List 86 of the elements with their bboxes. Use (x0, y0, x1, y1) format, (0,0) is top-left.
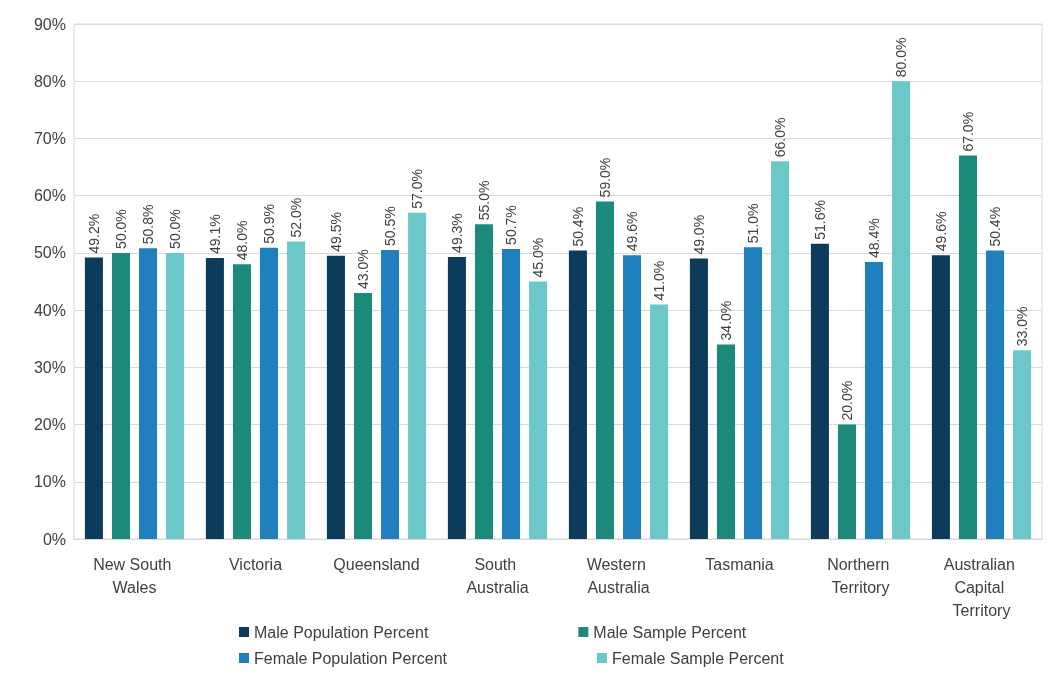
legend-label: Male Sample Percent (593, 623, 747, 641)
data-label: 49.0% (690, 214, 707, 255)
bar (287, 241, 306, 539)
bar (716, 344, 735, 539)
data-label: 48.0% (233, 220, 250, 261)
bar (623, 255, 642, 539)
bar (931, 255, 950, 539)
data-label: 59.0% (596, 157, 613, 198)
legend-label: Male Population Percent (254, 623, 429, 641)
y-tick-label: 90% (33, 15, 66, 33)
bar (568, 250, 587, 539)
x-tick-label: Queensland (333, 556, 420, 573)
y-tick-label: 0% (42, 530, 66, 548)
bar (326, 255, 345, 539)
bar (1013, 350, 1032, 539)
data-label: 49.2% (85, 213, 102, 254)
data-label: 50.4% (569, 206, 586, 247)
y-tick-label: 70% (33, 129, 66, 147)
x-tick-label: Western Australia (586, 556, 651, 596)
bar (205, 258, 224, 539)
bar (408, 212, 427, 539)
bar (166, 252, 185, 539)
data-label: 51.6% (811, 200, 828, 240)
data-label: 45.0% (530, 237, 547, 278)
bar (650, 304, 669, 539)
x-tick-label: Northern Territory (827, 556, 894, 596)
data-label: 43.0% (354, 249, 371, 289)
data-label: 50.7% (503, 205, 520, 245)
y-tick-label: 40% (33, 301, 66, 319)
x-tick-label: South Australia (466, 556, 529, 596)
bar (958, 155, 977, 539)
bar (502, 248, 521, 539)
bar (111, 252, 130, 539)
y-tick-label: 30% (33, 358, 66, 376)
data-label: 52.0% (288, 197, 305, 238)
bar (474, 224, 493, 539)
bar (139, 248, 158, 539)
data-label: 55.0% (475, 180, 492, 221)
x-tick-label: Australian Capital Territory (943, 556, 1020, 619)
data-label: 33.0% (1014, 306, 1031, 347)
data-label: 20.0% (838, 380, 855, 421)
data-label: 50.0% (112, 209, 129, 249)
data-label: 49.6% (624, 211, 641, 252)
data-label: 50.4% (987, 206, 1004, 247)
bar (771, 161, 790, 539)
data-label: 80.0% (893, 37, 910, 78)
bar (381, 250, 400, 539)
bar (353, 292, 372, 539)
data-label: 50.0% (167, 209, 184, 249)
bar (84, 257, 103, 539)
data-label: 50.5% (382, 206, 399, 247)
x-tick-label: Tasmania (705, 556, 774, 573)
bar (689, 258, 708, 539)
data-label: 50.8% (140, 204, 157, 245)
data-label: 49.1% (206, 214, 223, 255)
bar (865, 262, 884, 539)
bar (260, 247, 279, 539)
y-tick-label: 20% (33, 416, 66, 434)
bar (892, 81, 911, 539)
data-label: 48.4% (866, 218, 883, 259)
legend-label: Female Sample Percent (612, 649, 785, 667)
bar (595, 201, 614, 539)
data-label: 66.0% (772, 117, 789, 158)
bar (837, 424, 856, 539)
bar (529, 281, 548, 539)
bar (232, 264, 251, 539)
data-label: 57.0% (409, 169, 426, 209)
bar (986, 250, 1005, 539)
legend-label: Female Population Percent (254, 649, 448, 667)
data-label: 49.3% (448, 213, 465, 253)
x-tick-label: Victoria (228, 556, 283, 573)
data-label: 51.0% (745, 203, 762, 244)
data-label: 49.6% (932, 211, 949, 252)
bar (810, 243, 829, 539)
data-label: 50.9% (261, 204, 278, 244)
y-tick-label: 60% (33, 187, 66, 205)
data-label: 67.0% (959, 111, 976, 152)
data-label: 34.0% (717, 300, 734, 341)
bar (447, 256, 466, 539)
bar (744, 247, 763, 539)
data-label: 49.5% (327, 212, 344, 252)
y-tick-label: 10% (33, 473, 66, 491)
y-tick-label: 80% (33, 72, 66, 90)
y-tick-label: 50% (33, 244, 66, 262)
data-label: 41.0% (651, 260, 668, 301)
x-tick-label: New South Wales (93, 556, 176, 596)
